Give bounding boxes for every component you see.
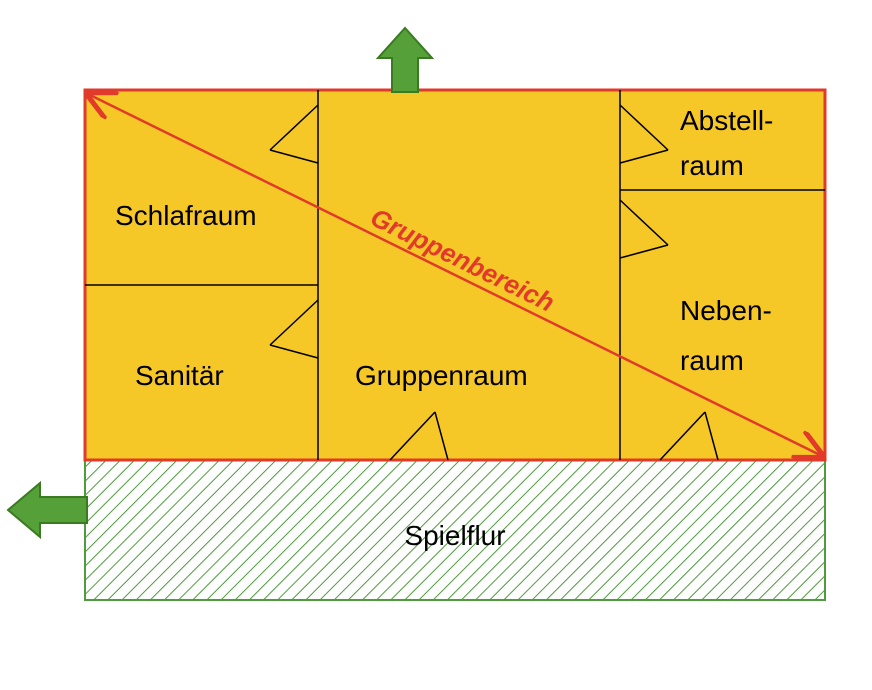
room-label-sanitaer: Sanitär	[135, 360, 224, 391]
room-label-abstell2: raum	[680, 150, 744, 181]
room-label-abstell1: Abstell-	[680, 105, 773, 136]
room-label-neben2: raum	[680, 345, 744, 376]
arrow-up-icon	[378, 28, 432, 92]
room-label-schlafraum: Schlafraum	[115, 200, 257, 231]
room-label-gruppenraum: Gruppenraum	[355, 360, 528, 391]
room-label-neben1: Neben-	[680, 295, 772, 326]
corridor-label: Spielflur	[404, 520, 505, 551]
arrow-left-icon	[8, 483, 87, 537]
floorplan-diagram: Spielflur Schlafraum Sanitär Gruppenraum Abs…	[0, 0, 872, 690]
